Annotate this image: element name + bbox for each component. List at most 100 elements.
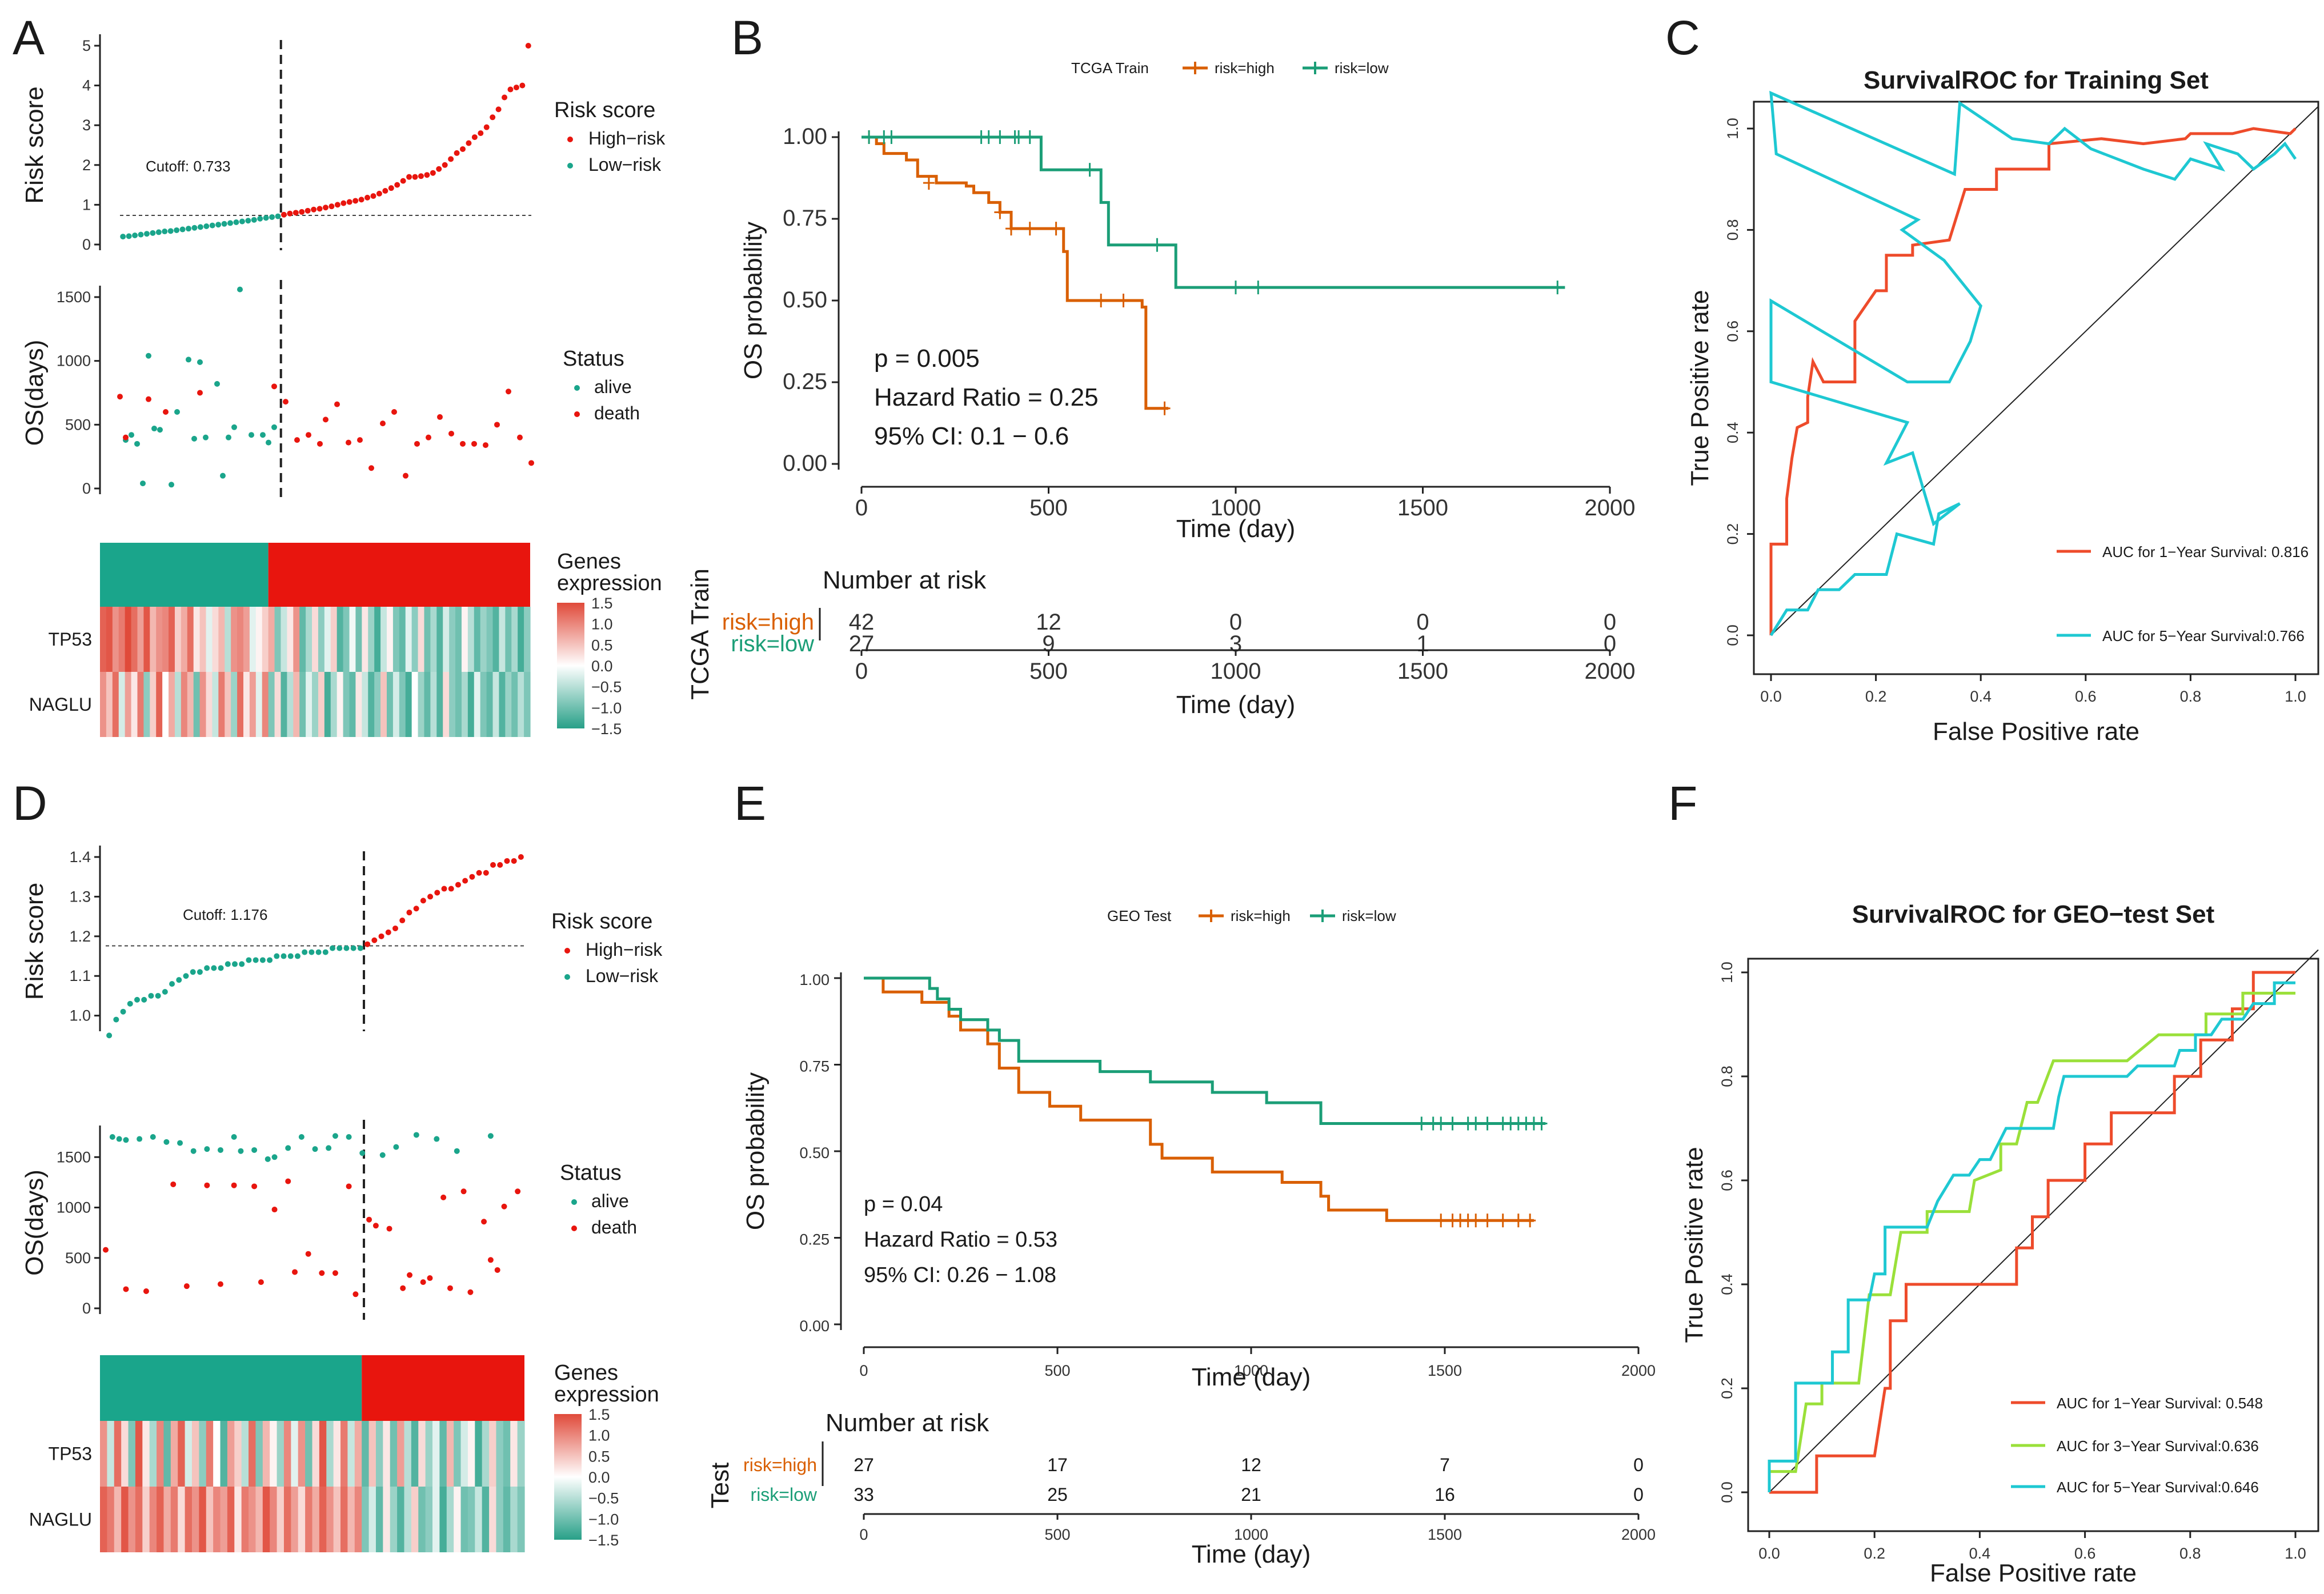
high-risk-point [378, 933, 384, 939]
high-risk-point [442, 162, 448, 168]
heatmap-cell [467, 1421, 475, 1487]
heatmap-cell [212, 672, 219, 737]
heatmap-cell [193, 607, 201, 672]
heat-legend-title: expression [557, 571, 662, 595]
heat-colorbar [554, 1414, 582, 1540]
heatmap-cell [405, 607, 412, 672]
death-point [471, 440, 477, 447]
heatmap-cell [178, 1421, 186, 1487]
high-risk-point [413, 906, 419, 912]
heatmap-cell [220, 1421, 228, 1487]
high-risk-point [454, 150, 460, 156]
risk-table-value: 21 [1241, 1484, 1261, 1505]
heatmap-cell [162, 672, 169, 737]
heatmap-cell [354, 1421, 362, 1487]
heatmap-cell [125, 607, 132, 672]
death-point [494, 422, 500, 428]
death-point [386, 1225, 392, 1232]
heatmap-cell [255, 607, 263, 672]
heatmap-cell [156, 607, 163, 672]
low-risk-curve [862, 135, 1565, 289]
heatmap-cell [436, 607, 443, 672]
heatmap-cell [157, 1421, 165, 1487]
heatmap-cell [349, 607, 356, 672]
heatmap-cell [163, 1421, 171, 1487]
km-x-tick-label: 1500 [1428, 1362, 1462, 1379]
high-risk-point [476, 870, 482, 876]
roc-x-tick-label: 0.0 [1760, 688, 1782, 705]
os-y-tick-label: 500 [65, 1249, 91, 1267]
heatmap-cell [362, 672, 368, 737]
high-risk-point [420, 898, 426, 904]
high-risk-point [436, 166, 442, 172]
heatmap-cell [206, 607, 213, 672]
heatmap-cell [397, 1487, 405, 1552]
alive-point [393, 1144, 399, 1150]
heatmap-cell [343, 672, 350, 737]
risk-table-value: 42 [849, 610, 875, 635]
os-y-tick-label: 1000 [57, 1199, 91, 1216]
death-point [447, 1285, 453, 1291]
death-point [319, 1270, 325, 1276]
high-risk-point [448, 886, 454, 892]
heatmap-cell [218, 672, 225, 737]
roc-y-tick-label: 1.0 [1724, 118, 1741, 139]
low-risk-point [215, 222, 222, 228]
death-point [183, 1283, 190, 1289]
alive-point [265, 1156, 271, 1162]
heatmap-cell [255, 672, 263, 737]
alive-point [134, 440, 140, 447]
heatmap-cell [383, 1487, 391, 1552]
heatmap-cell [225, 607, 231, 672]
heatmap-cell [318, 607, 325, 672]
low-risk-point [120, 1008, 126, 1015]
heatmap-cell [343, 607, 350, 672]
alive-point [379, 1152, 386, 1158]
heatmap-cell [336, 672, 344, 737]
heatmap-cell [375, 1487, 383, 1552]
alive-point [151, 426, 157, 432]
alive-point [203, 434, 209, 440]
high-risk-point [328, 203, 335, 210]
alive-point [251, 1147, 258, 1153]
alive-point [487, 1133, 494, 1139]
roc-y-tick-label: 0.4 [1718, 1273, 1736, 1295]
low-risk-point [245, 218, 251, 224]
low-risk-point [127, 1000, 133, 1007]
roc-y-tick-label: 0.8 [1724, 219, 1741, 241]
roc-y-tick-label: 0.2 [1724, 523, 1741, 545]
risk-y-tick-label: 5 [82, 37, 91, 54]
high-risk-point [483, 124, 490, 130]
alive-point [174, 409, 180, 415]
heatmap-cell [326, 1421, 334, 1487]
panel-letter-E: E [734, 776, 766, 830]
low-risk-point [221, 221, 227, 227]
heatmap-cell [399, 607, 406, 672]
death-point [123, 434, 129, 440]
heatmap-cell [505, 672, 512, 737]
death-point [467, 1289, 474, 1295]
gene-label-TP53: TP53 [49, 1444, 92, 1464]
high-risk-point [483, 870, 489, 876]
alive-point [191, 435, 197, 442]
high-risk-point [370, 193, 376, 199]
death-point [352, 1291, 359, 1297]
alive-point [137, 1136, 143, 1142]
low-risk-point [126, 233, 132, 239]
roc-diagonal [1770, 106, 2319, 636]
heatmap-cell [131, 672, 138, 737]
risk-table-value: 0 [1229, 610, 1242, 635]
alive-point [285, 1145, 291, 1151]
heat-legend-tick: 1.0 [591, 616, 613, 633]
heatmap-cell [187, 607, 194, 672]
km-annotation: Hazard Ratio = 0.25 [874, 383, 1099, 411]
alive-point [271, 1154, 278, 1160]
km-y-tick-label: 0.25 [783, 369, 827, 394]
alive-point [169, 482, 174, 488]
high-risk-point [376, 190, 382, 197]
panel-letter-D: D [13, 776, 47, 830]
heatmap-cell [262, 672, 269, 737]
death-point [285, 1178, 291, 1184]
alive-point [231, 424, 237, 430]
heatmap-cell [489, 1487, 497, 1552]
